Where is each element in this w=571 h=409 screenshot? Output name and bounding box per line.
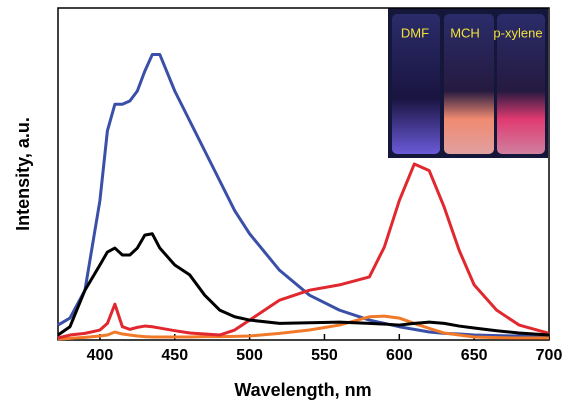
x-tick-label: 700 xyxy=(536,347,563,364)
vial xyxy=(444,14,494,154)
y-axis-label: Intensity, a.u. xyxy=(13,117,33,231)
x-tick-label: 400 xyxy=(87,347,114,364)
spectrum-line xyxy=(57,232,550,337)
x-tick-label: 450 xyxy=(161,347,188,364)
spectrum-line xyxy=(57,314,549,341)
x-axis-label: Wavelength, nm xyxy=(234,380,371,400)
inset-label: MCH xyxy=(450,25,480,40)
x-tick-label: 550 xyxy=(311,347,338,364)
x-tick-label: 600 xyxy=(386,347,413,364)
vial xyxy=(497,14,545,154)
vial xyxy=(392,14,440,154)
inset-label: p-xylene xyxy=(493,25,542,40)
x-tick-label: 500 xyxy=(236,347,263,364)
inset-photo: DMF MCH p-xylene xyxy=(388,8,548,158)
inset-label: DMF xyxy=(401,25,429,40)
x-tick-label: 650 xyxy=(461,347,488,364)
plot-frame xyxy=(57,7,550,341)
spectrum-line xyxy=(57,162,550,340)
